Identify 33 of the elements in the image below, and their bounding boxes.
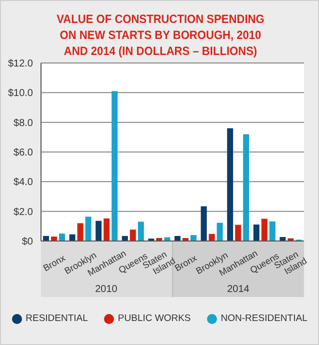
y-tick-label: $12.0 [8, 58, 34, 70]
bar [69, 234, 76, 241]
y-tick-label: $4.0 [14, 177, 34, 188]
bar [51, 236, 57, 241]
bar [227, 128, 234, 241]
y-tick-label: $8.0 [14, 118, 34, 129]
y-tick-label: $0 [22, 236, 34, 248]
bar [200, 206, 207, 241]
bar [138, 222, 144, 241]
bar [59, 234, 65, 241]
bar [112, 91, 118, 241]
bar [190, 235, 196, 241]
bar [96, 220, 102, 241]
bar [216, 222, 223, 241]
bar [261, 218, 268, 241]
bar [243, 134, 250, 241]
legend-label: RESIDENTIAL [26, 313, 88, 324]
bar [208, 234, 215, 241]
legend-label: PUBLIC WORKS [118, 313, 191, 324]
text: 2010 [94, 284, 118, 295]
bar [235, 224, 242, 241]
bar [253, 224, 260, 241]
bar [130, 230, 136, 241]
y-tick-label: $10.0 [8, 88, 34, 100]
bar [85, 216, 92, 241]
chart-title: VALUE OF CONSTRUCTION SPENDING ON NEW STARTS BY BOROUGH, 2010 AND 2014 (IN DOLLARS – BILLIONS) [56, 11, 266, 59]
y-tick-label: $2.0 [14, 206, 34, 218]
bar [104, 218, 110, 241]
y-tick-label: $6.0 [14, 148, 34, 159]
bar [77, 223, 84, 241]
bar [269, 221, 276, 241]
legend-label: NON-RESIDENTIAL [220, 313, 308, 324]
text: 2014 [226, 284, 250, 295]
